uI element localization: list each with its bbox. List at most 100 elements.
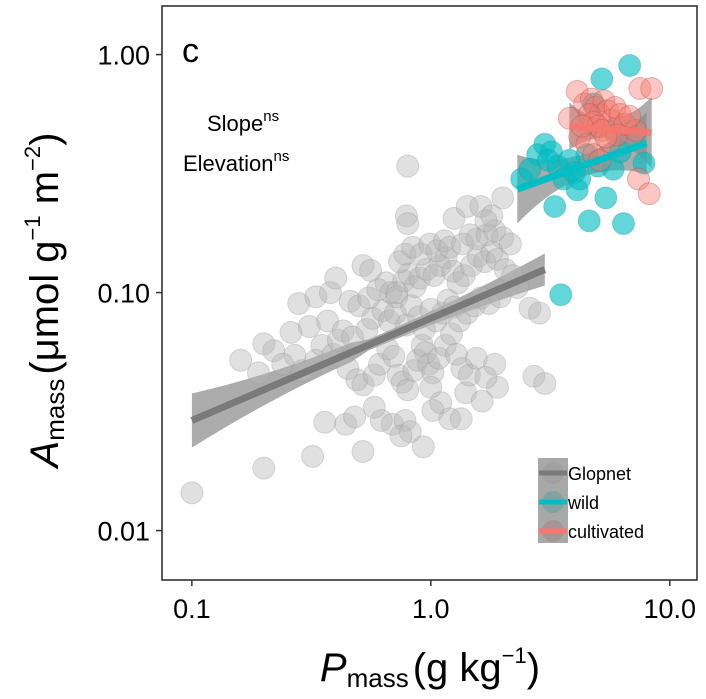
glopnet-point (397, 262, 421, 286)
glopnet-point (271, 352, 295, 376)
glopnet-point (474, 209, 498, 233)
panel-label: c (182, 32, 199, 70)
glopnet-point (442, 206, 466, 230)
glopnet-point (359, 258, 383, 282)
glopnet-point (361, 306, 384, 330)
x-title-unit: (g kg (413, 646, 502, 690)
glopnet-point (371, 299, 395, 323)
y-title-sup1: −1 (20, 215, 45, 240)
wild-point (632, 151, 656, 175)
glopnet-point (379, 281, 403, 305)
wild-point (543, 195, 567, 218)
cultivated-point (592, 89, 616, 113)
cultivated-point (565, 79, 589, 103)
glopnet-point (491, 226, 515, 250)
glopnet-confidence-band (191, 253, 545, 448)
wild-point (582, 92, 606, 116)
cultivated-point (603, 95, 627, 119)
cultivated-point (573, 92, 597, 116)
glopnet-point (434, 246, 458, 270)
glopnet-point (429, 391, 453, 415)
glopnet-point (451, 232, 475, 256)
glopnet-point (457, 363, 481, 387)
glopnet-point (279, 320, 303, 344)
glopnet-point (398, 420, 422, 444)
y-title-close: ) (23, 133, 67, 146)
glopnet-point (533, 372, 557, 395)
glopnet-point (252, 332, 276, 356)
glopnet-point (452, 264, 476, 287)
glopnet-point (374, 271, 398, 295)
glopnet-point (438, 407, 462, 431)
glopnet-point (396, 378, 420, 402)
x-title-sup: −1 (502, 643, 527, 668)
glopnet-point (345, 368, 369, 392)
glopnet-point (440, 322, 463, 346)
glopnet-point (304, 285, 328, 309)
glopnet-point (444, 342, 468, 366)
wild-point (618, 54, 642, 77)
glopnet-point (252, 456, 276, 480)
glopnet-point (351, 254, 375, 277)
data-points (180, 54, 664, 505)
glopnet-point (362, 363, 386, 387)
y-tick-label: 1.00 (97, 41, 150, 71)
glopnet-point (438, 235, 462, 259)
glopnet-point (396, 212, 420, 236)
glopnet-point (485, 247, 509, 271)
y-title-sub: mass (40, 379, 70, 441)
legend-cultivated-label: cultivated (568, 522, 644, 542)
glopnet-point (369, 409, 393, 432)
x-tick-label: 1.0 (412, 594, 450, 624)
glopnet-point (338, 289, 362, 313)
glopnet-point (262, 339, 286, 363)
y-title-mid: m (23, 171, 67, 215)
x-title-sub: mass (347, 663, 409, 693)
elevation-annotation: Elevationns (183, 148, 289, 176)
glopnet-point (247, 361, 270, 385)
glopnet-point (316, 309, 340, 333)
cultivated-point (627, 167, 650, 191)
glopnet-point (433, 333, 457, 357)
glopnet-point (334, 412, 358, 436)
glopnet-point (428, 254, 452, 277)
glopnet-point (473, 250, 497, 274)
glopnet-point (446, 271, 470, 295)
glopnet-point (454, 381, 478, 405)
glopnet-point (422, 264, 446, 287)
glopnet-point (324, 266, 348, 290)
legend: Glopnet wild cultivated (538, 458, 644, 543)
glopnet-point (318, 281, 342, 305)
glopnet-point (464, 346, 488, 370)
glopnet-point (528, 301, 551, 325)
y-axis-title: Amass (μmol g−1 m−2) (20, 133, 70, 470)
glopnet-point (392, 269, 416, 293)
glopnet-point (394, 204, 418, 228)
glopnet-point (518, 296, 542, 320)
glopnet-point (229, 348, 253, 372)
x-title-close: ) (527, 646, 540, 690)
glopnet-point (410, 333, 434, 357)
glopnet-point (475, 223, 499, 247)
cultivated-fit-line (569, 122, 652, 137)
wild-point (518, 157, 542, 181)
glopnet-point (408, 266, 432, 290)
glopnet-fit-line (190, 266, 547, 424)
glopnet-point (406, 348, 429, 372)
glopnet-point (351, 440, 375, 463)
glopnet-point (449, 407, 473, 431)
x-tick-label: 0.1 (173, 594, 211, 624)
glopnet-point (388, 250, 412, 274)
glopnet-point (465, 227, 489, 251)
glopnet-point (368, 352, 391, 376)
glopnet-point (283, 343, 307, 367)
glopnet-point (383, 301, 407, 325)
cultivated-point (640, 77, 664, 100)
glopnet-point (522, 364, 546, 388)
y-axis: 0.01 0.10 1.00 (97, 41, 162, 547)
glopnet-point (389, 424, 413, 448)
cultivated-point (628, 77, 652, 100)
glopnet-point (400, 294, 423, 318)
glopnet-point (421, 361, 445, 385)
